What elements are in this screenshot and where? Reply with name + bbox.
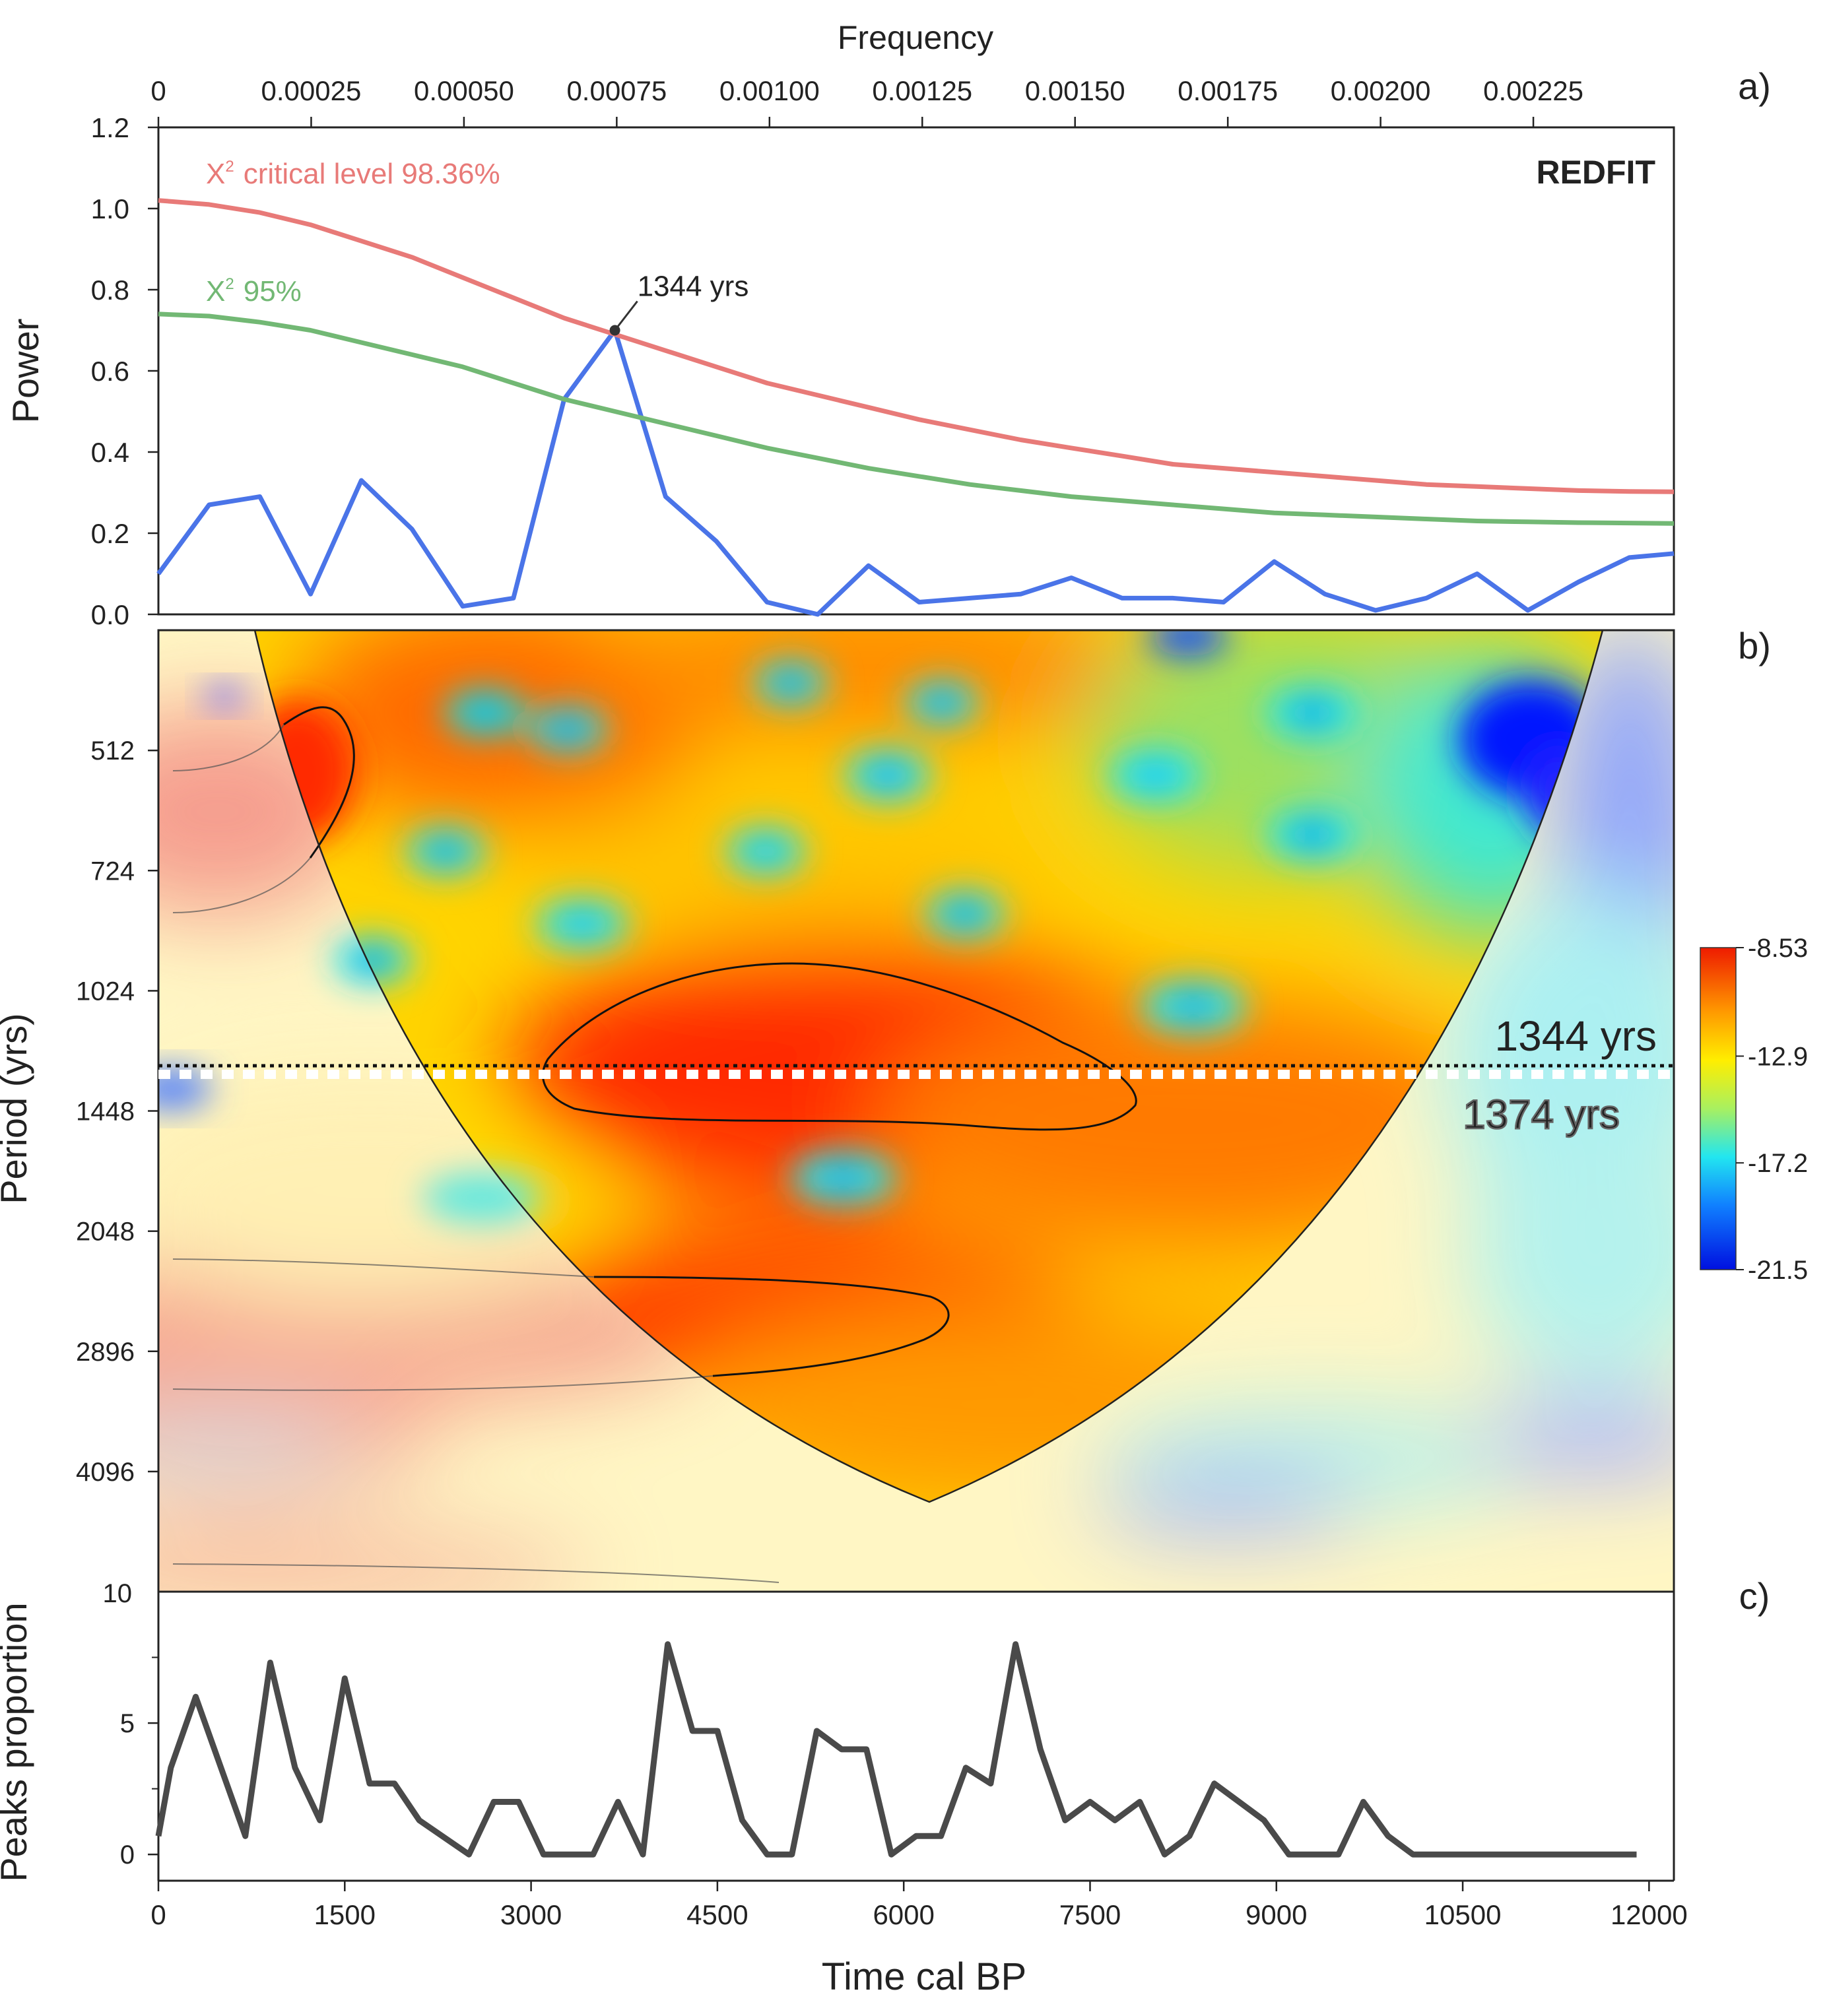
period-label-1344: 1344 yrs [1495, 1012, 1657, 1060]
time-tick-label: 12000 [1611, 1899, 1688, 1930]
critical-level-curve [158, 198, 1675, 494]
significance-contour [593, 1276, 950, 1377]
peaks-tick-label: 0 [120, 1840, 135, 1870]
significance-contour [172, 1563, 780, 1583]
significance-contour [172, 1258, 595, 1278]
significance-contour [172, 724, 284, 771]
power-tick-label: 0.6 [91, 356, 129, 387]
redfit-plot-area [157, 126, 1675, 616]
power-tick-label: 1.2 [91, 112, 129, 143]
power-axis: 0.0 0.2 0.4 0.6 0.8 1.0 1.2 [91, 112, 158, 630]
significance-contour [172, 857, 311, 913]
time-tick-label: 9000 [1246, 1899, 1307, 1930]
peak-annotation: 1344 yrs [638, 271, 749, 303]
colorbar-tick-label: -21.5 [1748, 1256, 1808, 1285]
time-tick-label: 6000 [873, 1899, 934, 1930]
peak-annotation-leader [614, 300, 638, 331]
frequency-tick-label: 0 [150, 75, 166, 106]
frequency-axis: 0 0.00025 0.00050 0.00075 0.00100 0.00125 0.00… [150, 75, 1583, 127]
time-tick-label: 7500 [1059, 1899, 1121, 1930]
ninety-five-curve [158, 311, 1675, 526]
time-tick-label: 1500 [314, 1899, 376, 1930]
chi-symbol: X [206, 275, 225, 308]
period-tick-label: 724 [90, 857, 135, 886]
panel-c-label: c) [1739, 1575, 1770, 1617]
peaks-panel: 0 1500 3000 4500 6000 7500 9000 10500 12000 05 P… [0, 1575, 1770, 1998]
period-tick-label: 4096 [76, 1458, 135, 1487]
power-axis-title: Power [5, 319, 46, 424]
chi-superscript: 2 [225, 158, 234, 176]
chi-superscript: 2 [225, 275, 234, 293]
period-axis: 512 724 1024 1448 2048 2896 4096 [76, 736, 158, 1487]
colorbar [1700, 947, 1737, 1270]
redfit-panel: 0 0.00025 0.00050 0.00075 0.00100 0.00125 0.00… [5, 19, 1771, 630]
power-tick-label: 0.4 [91, 437, 129, 468]
peaks-tick-label: 5 [120, 1709, 135, 1738]
pale-blue-spot [205, 684, 244, 708]
chi-symbol: X [206, 158, 225, 190]
significance-contour [283, 706, 355, 859]
wavelet-heatmap [158, 630, 1674, 1592]
time-tick-label: 4500 [686, 1899, 748, 1930]
period-axis-title: Period (yrs) [0, 1013, 34, 1204]
ninety-five-label: X2 95% [206, 275, 302, 308]
colorbar-tick-label: -17.2 [1748, 1149, 1808, 1178]
power-series-line [156, 328, 1675, 617]
colorbar-tick-label: -12.9 [1748, 1042, 1808, 1071]
period-tick-label: 2896 [76, 1338, 135, 1367]
period-tick-label: 2048 [76, 1218, 135, 1247]
critical-level-text: critical level 98.36% [244, 158, 500, 190]
time-axis-title: Time cal BP [822, 1955, 1026, 1998]
frequency-tick-label: 0.00175 [1178, 75, 1278, 106]
frequency-tick-label: 0.00225 [1483, 75, 1583, 106]
peak-marker [609, 325, 620, 336]
colorbar-tick-label: -8.53 [1748, 934, 1808, 963]
redfit-title: REDFIT [1536, 154, 1655, 191]
frequency-tick-label: 0.00100 [719, 75, 820, 106]
peaks-axis-title: Peaks proportion [0, 1602, 34, 1881]
frequency-tick-label: 0.00125 [872, 75, 972, 106]
peaks-axis: 05 [120, 1656, 158, 1870]
frequency-axis-title: Frequency [838, 19, 993, 56]
power-tick-label: 1.0 [91, 193, 129, 224]
period-tick-label: 1448 [76, 1097, 135, 1126]
peaks-proportion-line [155, 1641, 1637, 1858]
power-tick-label: 0.0 [91, 599, 129, 630]
period-label-1374: 1374 yrs [1463, 1092, 1620, 1138]
redfit-series [156, 198, 1675, 617]
time-axis: 0 1500 3000 4500 6000 7500 9000 10500 12000 [150, 1881, 1688, 1930]
frequency-tick-label: 0.00075 [566, 75, 667, 106]
panel-a-label: a) [1738, 65, 1771, 107]
time-tick-label: 10500 [1424, 1899, 1502, 1930]
power-tick-label: 0.8 [91, 275, 129, 306]
colorbar-ticks: -8.53 -12.9 -17.2 -21.5 [1736, 934, 1808, 1285]
low-power-blobs [333, 630, 1358, 1223]
frequency-tick-label: 0.00025 [261, 75, 362, 106]
significance-contour [542, 962, 1137, 1131]
frequency-tick-label: 0.00050 [414, 75, 514, 106]
ninety-five-text: 95% [244, 275, 302, 308]
time-tick-label: 3000 [500, 1899, 562, 1930]
significance-contour [172, 1375, 714, 1391]
critical-level-label: X2 critical level 98.36% [206, 158, 500, 190]
time-tick-label: 0 [150, 1899, 166, 1930]
period-tick-label: 512 [90, 736, 135, 765]
pale-blue-spot [158, 1069, 211, 1109]
period-tick-label: 1024 [76, 977, 135, 1006]
panel-b-label: b) [1738, 625, 1771, 667]
cone-of-influence [253, 630, 1604, 1503]
frequency-tick-label: 0.00150 [1025, 75, 1125, 106]
power-tick-label: 0.2 [91, 518, 129, 549]
wavelet-panel: 1344 yrs 1374 yrs 512 724 1024 1448 2048 2896… [0, 625, 1808, 1593]
frequency-tick-label: 0.00200 [1331, 75, 1431, 106]
peaks-top-tick: 10 [103, 1579, 133, 1608]
